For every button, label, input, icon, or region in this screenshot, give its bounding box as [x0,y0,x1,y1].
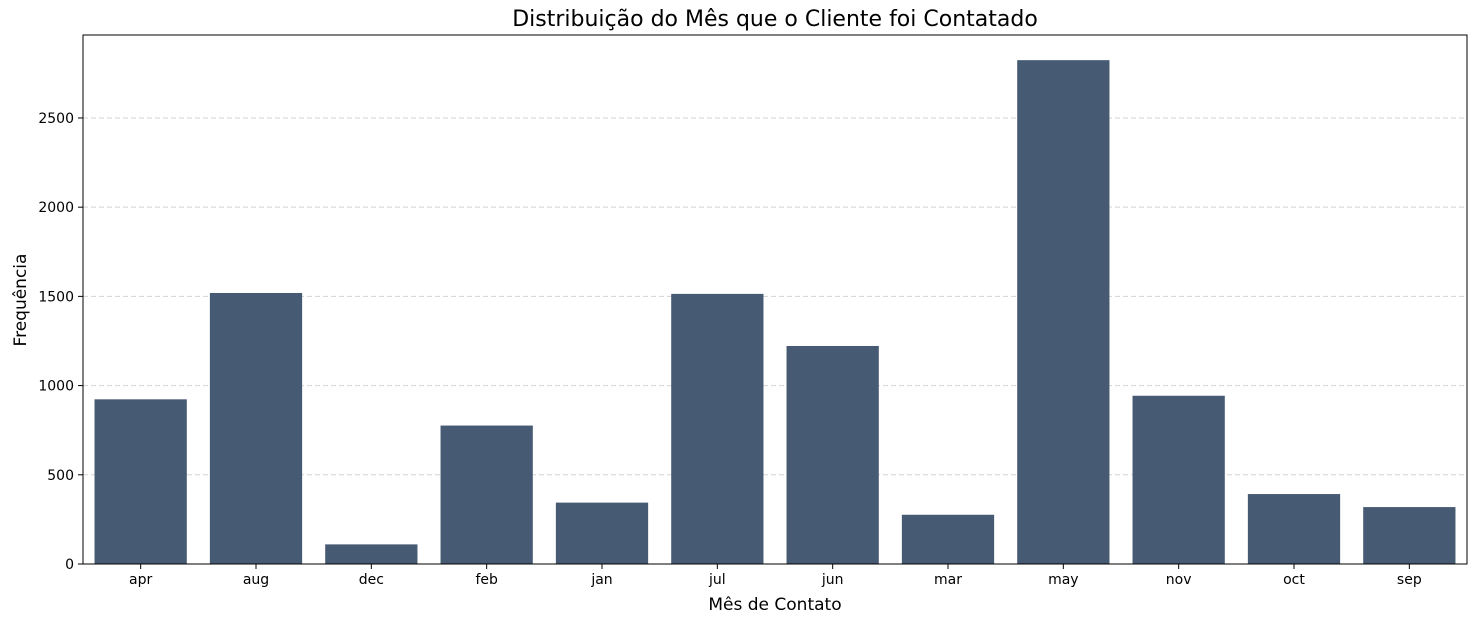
bar-nov [1132,395,1225,564]
x-tick-label-jan: jan [590,572,612,588]
x-tick-label-nov: nov [1166,572,1192,588]
x-tick-label-apr: apr [129,572,152,588]
bar-feb [440,425,533,564]
y-tick-label: 1500 [38,289,74,305]
y-tick-label: 500 [47,468,74,484]
plot-frame [82,34,1468,565]
x-tick-label-feb: feb [475,572,498,588]
bar-jul [671,293,764,564]
x-tick-label-dec: dec [359,572,384,588]
x-axis-label: Mês de Contato [708,595,841,615]
x-tick-label-jul: jul [708,572,726,588]
gridlines [83,117,1467,476]
chart-title: Distribuição do Mês que o Cliente foi Co… [512,7,1038,32]
y-tick-label: 0 [65,557,74,573]
x-axis-ticks: apr aug dec feb jan jul jun mar may nov oct sep [129,564,1422,588]
y-axis-label: Frequência [11,254,31,347]
y-tick-label: 2000 [38,200,74,216]
x-tick-label-jun: jun [821,572,844,588]
bar-may [1017,60,1110,564]
bar-dec [325,544,418,564]
bars [94,60,1456,564]
y-axis-ticks: 0 500 1000 1500 2000 2500 [38,111,83,573]
x-tick-label-may: may [1048,572,1079,588]
x-tick-label-aug: aug [243,572,269,588]
x-tick-label-mar: mar [934,572,962,588]
bar-mar [901,514,995,564]
x-tick-label-oct: oct [1283,572,1305,588]
bar-apr [94,399,187,564]
x-tick-label-sep: sep [1397,572,1422,588]
y-tick-label: 1000 [38,379,74,395]
bar-sep [1363,507,1456,564]
bar-oct [1247,494,1341,564]
bar-jun [786,345,879,564]
bar-aug [209,292,303,564]
y-tick-label: 2500 [38,111,74,127]
bar-jan [555,502,649,564]
